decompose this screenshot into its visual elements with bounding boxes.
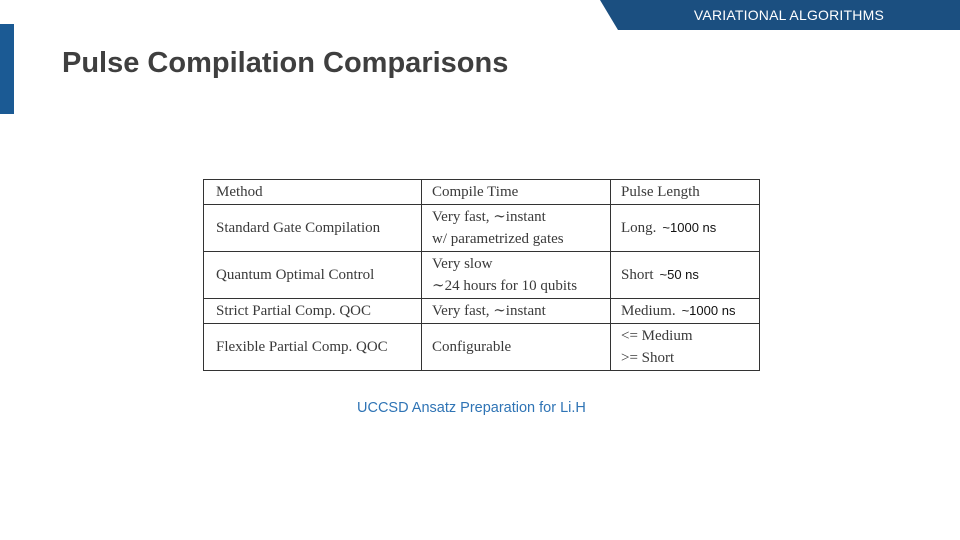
comparison-table: Method Compile Time Pulse Length Standar…	[203, 179, 760, 371]
compile-time-cell: Very fast, ∼instant	[421, 298, 611, 324]
pulse-duration-note: ~1000 ns	[662, 220, 717, 235]
method-cell: Strict Partial Comp. QOC	[203, 298, 422, 324]
header-pulse-length: Pulse Length	[610, 179, 760, 205]
pulse-length-cell: Short ~50 ns	[610, 251, 760, 299]
compile-time-line: w/ parametrized gates	[432, 231, 564, 247]
compile-time-line: Configurable	[432, 339, 512, 355]
section-label: VARIATIONAL ALGORITHMS	[693, 7, 884, 23]
table-row: Strict Partial Comp. QOC Very fast, ∼ins…	[203, 298, 760, 324]
table-header-row: Method Compile Time Pulse Length	[203, 179, 760, 205]
compile-time-line: Very fast, ∼instant	[432, 209, 546, 225]
page-title: Pulse Compilation Comparisons	[62, 47, 509, 79]
method-cell: Standard Gate Compilation	[203, 204, 422, 252]
pulse-length-line: <= Medium	[621, 328, 693, 344]
pulse-length-cell: Medium. ~1000 ns	[610, 298, 760, 324]
header-compile-time: Compile Time	[421, 179, 611, 205]
compile-time-cell: Configurable	[421, 323, 611, 371]
table-row: Quantum Optimal Control Very slow ∼24 ho…	[203, 251, 760, 299]
compile-time-line: Very slow	[432, 256, 493, 272]
compile-time-cell: Very fast, ∼instant w/ parametrized gate…	[421, 204, 611, 252]
pulse-length-text: Medium.	[621, 303, 676, 319]
pulse-length-cell: <= Medium >= Short	[610, 323, 760, 371]
pulse-length-text: Short	[621, 267, 654, 283]
figure-caption: UCCSD Ansatz Preparation for Li.H	[357, 400, 586, 416]
title-accent-bar	[0, 24, 14, 114]
table-row: Flexible Partial Comp. QOC Configurable …	[203, 323, 760, 371]
pulse-length-line: >= Short	[621, 350, 675, 366]
compile-time-line: Very fast, ∼instant	[432, 303, 546, 319]
table-row: Standard Gate Compilation Very fast, ∼in…	[203, 204, 760, 252]
comparison-table-figure: Method Compile Time Pulse Length Standar…	[203, 179, 760, 371]
compile-time-line: ∼24 hours for 10 qubits	[432, 278, 578, 294]
compile-time-cell: Very slow ∼24 hours for 10 qubits	[421, 251, 611, 299]
pulse-duration-note: ~50 ns	[659, 267, 699, 282]
method-cell: Quantum Optimal Control	[203, 251, 422, 299]
section-banner: VARIATIONAL ALGORITHMS	[600, 0, 960, 30]
pulse-length-text: Long.	[621, 220, 657, 236]
pulse-length-cell: Long. ~1000 ns	[610, 204, 760, 252]
header-method: Method	[203, 179, 422, 205]
pulse-duration-note: ~1000 ns	[681, 303, 736, 318]
method-cell: Flexible Partial Comp. QOC	[203, 323, 422, 371]
